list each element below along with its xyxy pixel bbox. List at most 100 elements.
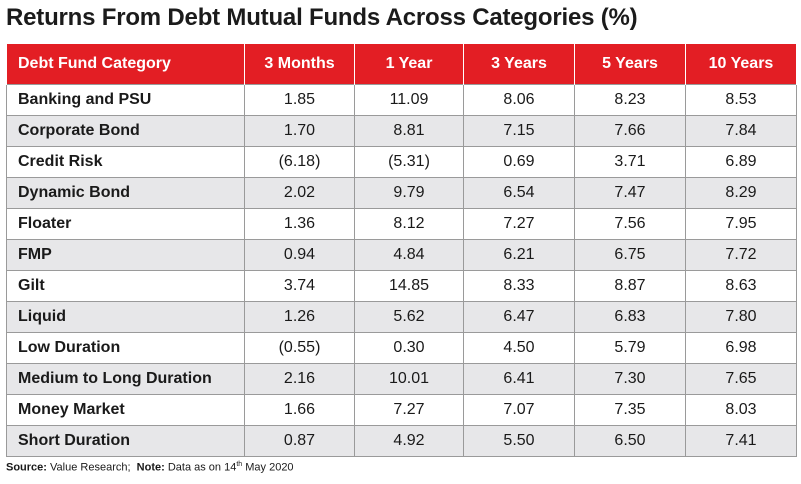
category-cell: Short Duration: [6, 425, 245, 457]
return-value-cell: 6.21: [463, 239, 575, 271]
return-value-cell: 4.92: [354, 425, 464, 457]
return-value-cell: 6.98: [685, 332, 797, 364]
source-value: Value Research;: [50, 461, 131, 474]
return-value-cell: 1.66: [244, 394, 355, 426]
column-header: 1 Year: [354, 44, 464, 85]
return-value-cell: 0.94: [244, 239, 355, 271]
note-value-pre: Data as on 14: [167, 461, 237, 474]
return-value-cell: 10.01: [354, 363, 464, 395]
return-value-cell: 8.12: [354, 208, 464, 240]
return-value-cell: 8.23: [574, 84, 686, 116]
returns-table: Debt Fund Category 3 Months 1 Year 3 Years 5…: [6, 44, 797, 457]
return-value-cell: 7.07: [463, 394, 575, 426]
return-value-cell: 5.79: [574, 332, 686, 364]
note-sup: th: [236, 461, 243, 468]
source-label: Source:: [6, 461, 47, 474]
return-value-cell: 8.06: [463, 84, 575, 116]
table-row: Floater 1.36 8.12 7.27 7.56 7.95: [6, 208, 797, 240]
table-body: Banking and PSU 1.85 11.09 8.06 8.23 8.53 Corp…: [6, 84, 797, 457]
return-value-cell: (0.55): [244, 332, 355, 364]
return-value-cell: 1.36: [244, 208, 355, 240]
return-value-cell: 5.62: [354, 301, 464, 333]
table-row: Money Market 1.66 7.27 7.07 7.35 8.03: [6, 394, 797, 426]
return-value-cell: 6.75: [574, 239, 686, 271]
return-value-cell: 6.54: [463, 177, 575, 209]
return-value-cell: 7.41: [685, 425, 797, 457]
return-value-cell: 8.29: [685, 177, 797, 209]
category-cell: Medium to Long Duration: [6, 363, 245, 395]
return-value-cell: (5.31): [354, 146, 464, 178]
table-row: Gilt 3.74 14.85 8.33 8.87 8.63: [6, 270, 797, 302]
return-value-cell: (6.18): [244, 146, 355, 178]
return-value-cell: 7.15: [463, 115, 575, 147]
table-row: Low Duration (0.55) 0.30 4.50 5.79 6.98: [6, 332, 797, 364]
return-value-cell: 6.50: [574, 425, 686, 457]
return-value-cell: 3.71: [574, 146, 686, 178]
return-value-cell: 8.81: [354, 115, 464, 147]
column-header: 10 Years: [685, 44, 797, 85]
category-cell: Banking and PSU: [6, 84, 245, 116]
return-value-cell: 14.85: [354, 270, 464, 302]
category-cell: Floater: [6, 208, 245, 240]
category-cell: Dynamic Bond: [6, 177, 245, 209]
column-header: 3 Years: [463, 44, 575, 85]
return-value-cell: 4.84: [354, 239, 464, 271]
return-value-cell: 7.80: [685, 301, 797, 333]
return-value-cell: 2.02: [244, 177, 355, 209]
table-row: Banking and PSU 1.85 11.09 8.06 8.23 8.53: [6, 84, 797, 116]
category-cell: Credit Risk: [6, 146, 245, 178]
table-row: Medium to Long Duration 2.16 10.01 6.41 7.30…: [6, 363, 797, 395]
return-value-cell: 7.47: [574, 177, 686, 209]
return-value-cell: 6.89: [685, 146, 797, 178]
return-value-cell: 6.41: [463, 363, 575, 395]
return-value-cell: 11.09: [354, 84, 464, 116]
table-row: Corporate Bond 1.70 8.81 7.15 7.66 7.84: [6, 115, 797, 147]
return-value-cell: 7.72: [685, 239, 797, 271]
return-value-cell: 7.27: [463, 208, 575, 240]
return-value-cell: 8.63: [685, 270, 797, 302]
return-value-cell: 7.65: [685, 363, 797, 395]
return-value-cell: 6.83: [574, 301, 686, 333]
return-value-cell: 1.70: [244, 115, 355, 147]
note-value-post: May 2020: [242, 461, 294, 474]
table-row: Credit Risk (6.18) (5.31) 0.69 3.71 6.89: [6, 146, 797, 178]
table-header-row: Debt Fund Category 3 Months 1 Year 3 Years 5…: [6, 44, 797, 85]
return-value-cell: 8.53: [685, 84, 797, 116]
return-value-cell: 0.30: [354, 332, 464, 364]
table-row: Dynamic Bond 2.02 9.79 6.54 7.47 8.29: [6, 177, 797, 209]
note-label: Note:: [136, 461, 165, 474]
table-row: Short Duration 0.87 4.92 5.50 6.50 7.41: [6, 425, 797, 457]
table-row: Liquid 1.26 5.62 6.47 6.83 7.80: [6, 301, 797, 333]
return-value-cell: 2.16: [244, 363, 355, 395]
table-row: FMP 0.94 4.84 6.21 6.75 7.72: [6, 239, 797, 271]
return-value-cell: 7.84: [685, 115, 797, 147]
return-value-cell: 4.50: [463, 332, 575, 364]
return-value-cell: 7.35: [574, 394, 686, 426]
return-value-cell: 6.47: [463, 301, 575, 333]
column-header: 3 Months: [244, 44, 355, 85]
category-cell: Corporate Bond: [6, 115, 245, 147]
return-value-cell: 7.30: [574, 363, 686, 395]
return-value-cell: 8.03: [685, 394, 797, 426]
column-header: 5 Years: [574, 44, 686, 85]
return-value-cell: 3.74: [244, 270, 355, 302]
category-cell: Low Duration: [6, 332, 245, 364]
category-cell: Gilt: [6, 270, 245, 302]
return-value-cell: 7.95: [685, 208, 797, 240]
return-value-cell: 0.87: [244, 425, 355, 457]
returns-table-container: Debt Fund Category 3 Months 1 Year 3 Years 5…: [6, 44, 797, 457]
return-value-cell: 7.66: [574, 115, 686, 147]
return-value-cell: 8.87: [574, 270, 686, 302]
return-value-cell: 9.79: [354, 177, 464, 209]
return-value-cell: 1.26: [244, 301, 355, 333]
footnote: Source: Value Research; Note: Data as on…: [6, 461, 294, 474]
column-header: Debt Fund Category: [6, 44, 245, 85]
return-value-cell: 8.33: [463, 270, 575, 302]
category-cell: FMP: [6, 239, 245, 271]
return-value-cell: 1.85: [244, 84, 355, 116]
chart-title: Returns From Debt Mutual Funds Across Ca…: [6, 4, 638, 31]
return-value-cell: 7.27: [354, 394, 464, 426]
category-cell: Liquid: [6, 301, 245, 333]
category-cell: Money Market: [6, 394, 245, 426]
return-value-cell: 5.50: [463, 425, 575, 457]
